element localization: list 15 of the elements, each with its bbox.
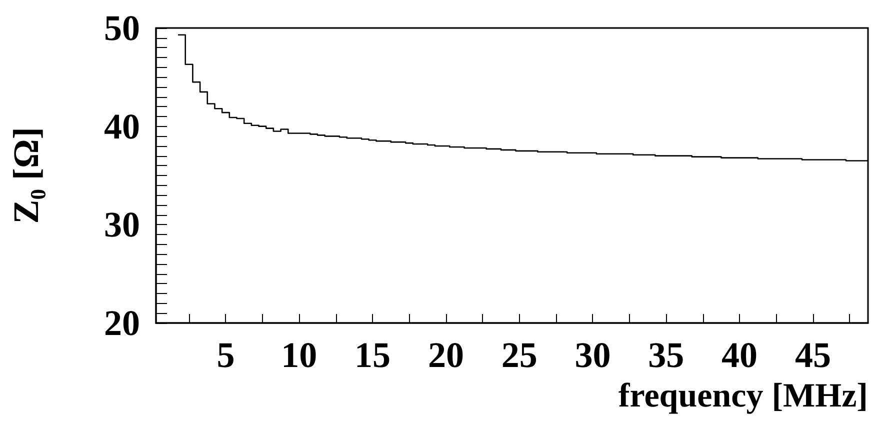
y-tick-label: 30: [104, 204, 140, 245]
x-tick-label: 25: [501, 335, 538, 375]
y-axis-title: Z₀ [Ω]: [6, 127, 46, 224]
x-tick-label: 20: [428, 335, 464, 375]
x-axis-title: frequency [MHz]: [618, 378, 868, 414]
y-tick-label: 20: [104, 303, 140, 343]
x-tick-label: 30: [574, 335, 611, 375]
x-tick-label: 35: [648, 335, 684, 375]
y-tick-label: 40: [104, 106, 140, 146]
y-tick-label: 50: [104, 8, 140, 48]
x-tick-label: 10: [281, 335, 318, 375]
x-tick-label: 40: [722, 335, 758, 375]
x-tick-label: 5: [216, 335, 235, 375]
x-tick-label: 45: [794, 335, 831, 375]
x-tick-label: 15: [354, 335, 391, 375]
